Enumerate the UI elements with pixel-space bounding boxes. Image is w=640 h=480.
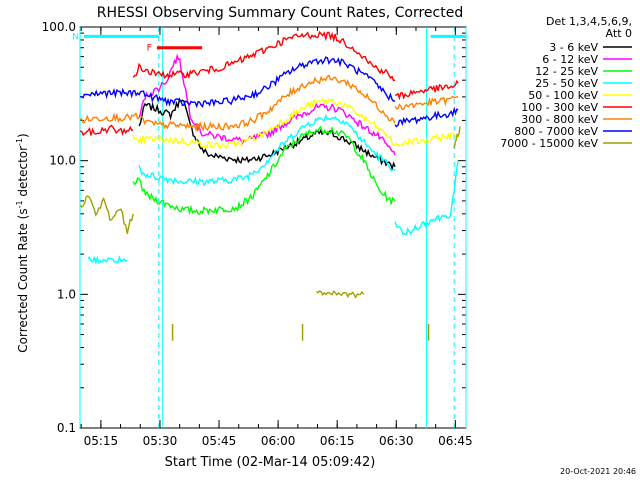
series-line-segment [132,30,396,82]
plot-axes: 100.0 10.0 1.0 0.1 05:15 05:30 05:45 06:00 06:15… [42,20,473,448]
chart-title: RHESSI Observing Summary Count Rates, Co… [97,5,463,21]
series-line-segment [394,95,459,111]
legend-header: Att 0 [606,27,632,40]
series-line-segment [394,132,459,148]
y-axis-label: Corrected Count Rate (s-1 detector-1) [15,133,30,352]
legend-label: 800 - 7000 keV [514,125,598,138]
series-line [79,195,134,235]
y-tick-label: 100.0 [42,20,76,34]
legend-label: 100 - 300 keV [521,101,598,114]
series-line [79,56,396,109]
legend-header: Det 1,3,4,5,6,9, [546,15,632,28]
y-tick-label: 1.0 [57,287,76,301]
x-tick-label: 05:15 [84,434,119,448]
y-tick-label: 10.0 [49,154,76,168]
x-tick-label: 06:00 [261,434,296,448]
legend-label: 25 - 50 keV [535,77,598,90]
series-line-segment [453,126,461,149]
x-tick-label: 05:45 [202,434,237,448]
series-line [79,124,134,137]
legend-label: 3 - 6 keV [549,41,598,54]
x-tick-label: 06:15 [320,434,355,448]
series-line-segment [394,106,459,128]
series-line [132,125,396,216]
x-tick-label: 06:30 [379,434,414,448]
timestamp: 20-Oct-2021 20:46 [560,467,636,476]
series-line-segment [315,290,365,299]
legend-label: 7000 - 15000 keV [500,137,598,150]
x-tick-label: 06:45 [438,434,473,448]
series-line-segment [87,255,128,266]
legend-label: 6 - 12 keV [542,53,598,66]
x-axis-label: Start Time (02-Mar-14 05:09:42) [165,455,376,470]
series-lines [79,30,461,341]
orbit-overlays: FN [72,27,467,428]
legend-label: 300 - 800 keV [521,113,598,126]
series-line [138,113,396,187]
series-line [132,97,396,150]
series-line [79,74,396,133]
series-line [138,53,396,156]
x-tick-label: 05:30 [143,434,178,448]
legend-label: 50 - 100 keV [528,89,598,102]
legend-label: 12 - 25 keV [535,65,598,78]
y-tick-label: 0.1 [57,421,76,435]
series-line-segment [394,160,459,236]
flag-label: F [147,44,152,54]
series-line-segment [394,79,459,101]
flag-label: N [72,32,79,42]
